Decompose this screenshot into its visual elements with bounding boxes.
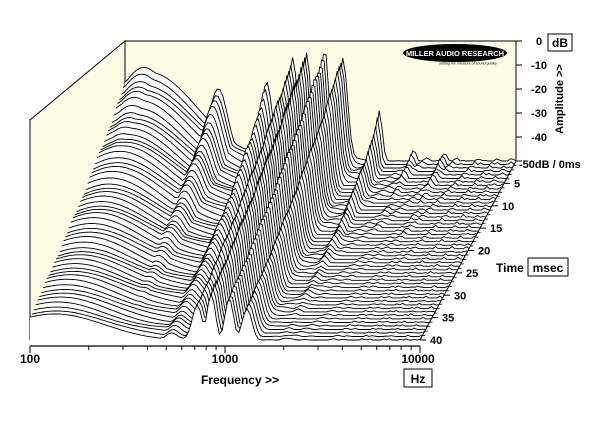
amplitude-axis-label: Amplitude >> [554, 64, 566, 134]
brand-logo: MILLER AUDIO RESEARCH setting the measur… [403, 44, 507, 66]
miller-audio-research-logo-icon [403, 44, 507, 62]
frequency-axis-label: Frequency >> [201, 373, 279, 387]
time-tick-label: 5 [514, 178, 520, 190]
time-unit-box [527, 257, 569, 277]
amplitude-tick-label: -20 [531, 84, 547, 96]
time-unit-label: msec [533, 261, 564, 275]
brand-logo-text: MILLER AUDIO RESEARCH [406, 49, 504, 58]
time-axis-label: Time [496, 261, 524, 275]
frequency-unit-box [403, 368, 433, 388]
amplitude-tick-label: -30 [531, 108, 547, 120]
time-tick-label: 10 [502, 201, 514, 213]
time-tick-label: 40 [430, 335, 442, 347]
amplitude-unit-box [547, 33, 573, 52]
amplitude-tick-label: -40 [531, 132, 547, 144]
floor-label: -50dB / 0ms [519, 159, 581, 171]
time-tick-label: 15 [490, 223, 502, 235]
time-tick-label: 30 [454, 290, 466, 302]
brand-tagline: setting the measure of sound quality [439, 62, 497, 66]
amplitude-tick-label: 0 [536, 36, 542, 48]
amplitude-unit-label: dB [552, 36, 568, 50]
frequency-unit-label: Hz [411, 372, 426, 386]
amplitude-tick-label: -10 [531, 60, 547, 72]
waterfall-slices [29, 52, 517, 341]
frequency-tick-label: 100 [20, 352, 40, 366]
frequency-tick-label: 1000 [212, 352, 239, 366]
time-tick-label: 25 [466, 268, 478, 280]
slice-trace [29, 292, 421, 341]
time-tick-label: 35 [442, 313, 454, 325]
frequency-tick-label: 10000 [401, 352, 435, 366]
time-tick-label: 20 [478, 246, 490, 258]
